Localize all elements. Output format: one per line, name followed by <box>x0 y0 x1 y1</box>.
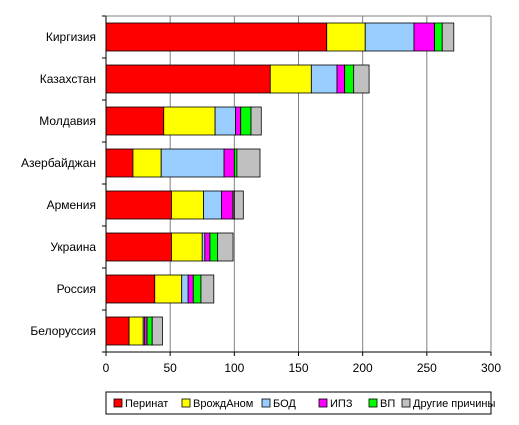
bar-5-1 <box>171 232 203 262</box>
bar-5-4 <box>209 232 219 262</box>
bar-3-5 <box>236 148 261 178</box>
category-label-0: Киргизия <box>46 30 96 44</box>
bar-4-0 <box>105 190 172 220</box>
bar-0-4 <box>434 22 443 52</box>
bar-5-3 <box>204 232 211 262</box>
bar-1-1 <box>269 64 312 94</box>
bar-1-3 <box>336 64 346 94</box>
x-tick-label-1: 50 <box>163 361 177 375</box>
category-label-7: Белоруссия <box>30 324 96 338</box>
bar-7-4 <box>146 316 153 346</box>
bar-0-5 <box>441 22 455 52</box>
bar-4-1 <box>171 190 204 220</box>
bar-2-2 <box>214 106 237 136</box>
bar-1-4 <box>344 64 355 94</box>
bar-3-2 <box>160 148 225 178</box>
legend-label-2: БОД <box>273 398 296 410</box>
legend-label-0: Перинат <box>125 398 168 410</box>
x-tick-labels: 0 50 100 150 200 250 300 <box>103 361 502 375</box>
legend-label-3: ИПЗ <box>330 398 353 410</box>
x-tick-label-2: 100 <box>224 361 244 375</box>
legend-box <box>105 391 492 415</box>
legend-swatch-4 <box>368 398 378 408</box>
category-label-6: Россия <box>57 282 96 296</box>
bar-3-0 <box>105 148 134 178</box>
legend-swatch-0 <box>113 398 123 408</box>
legend-swatch-3 <box>318 398 328 408</box>
x-tick-label-5: 250 <box>417 361 437 375</box>
bar-2-1 <box>163 106 216 136</box>
category-label-3: Азербайджан <box>21 156 96 170</box>
bar-5-0 <box>105 232 172 262</box>
legend-label-5: Другие причины <box>413 398 495 410</box>
category-labels: Киргизия Казахстан Молдавия Азербайджан Арме… <box>21 30 96 338</box>
bar-0-0 <box>105 22 328 52</box>
x-tick-label-6: 300 <box>481 361 501 375</box>
bar-4-3 <box>221 190 234 220</box>
x-tick-label-4: 200 <box>353 361 373 375</box>
bar-6-1 <box>154 274 183 304</box>
legend-swatch-1 <box>181 398 191 408</box>
bar-5-5 <box>217 232 234 262</box>
bar-0-1 <box>326 22 366 52</box>
bars <box>105 22 455 346</box>
legend: Перинат ВрождАном БОД ИПЗ ВП Другие причины <box>105 391 495 415</box>
legend-label-4: ВП <box>380 398 395 410</box>
bar-6-0 <box>105 274 156 304</box>
bar-2-0 <box>105 106 165 136</box>
bar-1-0 <box>105 64 271 94</box>
bar-6-3 <box>187 274 194 304</box>
bar-6-5 <box>200 274 215 304</box>
bar-4-5 <box>233 190 244 220</box>
bar-6-4 <box>192 274 202 304</box>
legend-swatch-5 <box>401 398 411 408</box>
bar-2-4 <box>240 106 252 136</box>
bar-2-3 <box>235 106 242 136</box>
legend-swatch-2 <box>261 398 271 408</box>
bar-7-1 <box>128 316 144 346</box>
category-label-4: Армения <box>47 198 96 212</box>
category-label-2: Молдавия <box>39 114 96 128</box>
bar-3-1 <box>132 148 162 178</box>
bar-3-3 <box>223 148 235 178</box>
bar-4-2 <box>203 190 222 220</box>
legend-label-1: ВрождАном <box>193 398 253 410</box>
bar-7-5 <box>151 316 163 346</box>
x-tick-label-0: 0 <box>103 361 110 375</box>
bar-0-2 <box>364 22 415 52</box>
bar-1-2 <box>310 64 338 94</box>
bar-2-5 <box>250 106 262 136</box>
axes <box>102 15 492 356</box>
category-label-1: Казахстан <box>40 72 96 86</box>
bar-6-2 <box>181 274 189 304</box>
bar-0-3 <box>413 22 435 52</box>
bar-1-5 <box>353 64 370 94</box>
x-tick-label-3: 150 <box>288 361 308 375</box>
bar-7-0 <box>105 316 130 346</box>
category-label-5: Украина <box>50 240 96 254</box>
